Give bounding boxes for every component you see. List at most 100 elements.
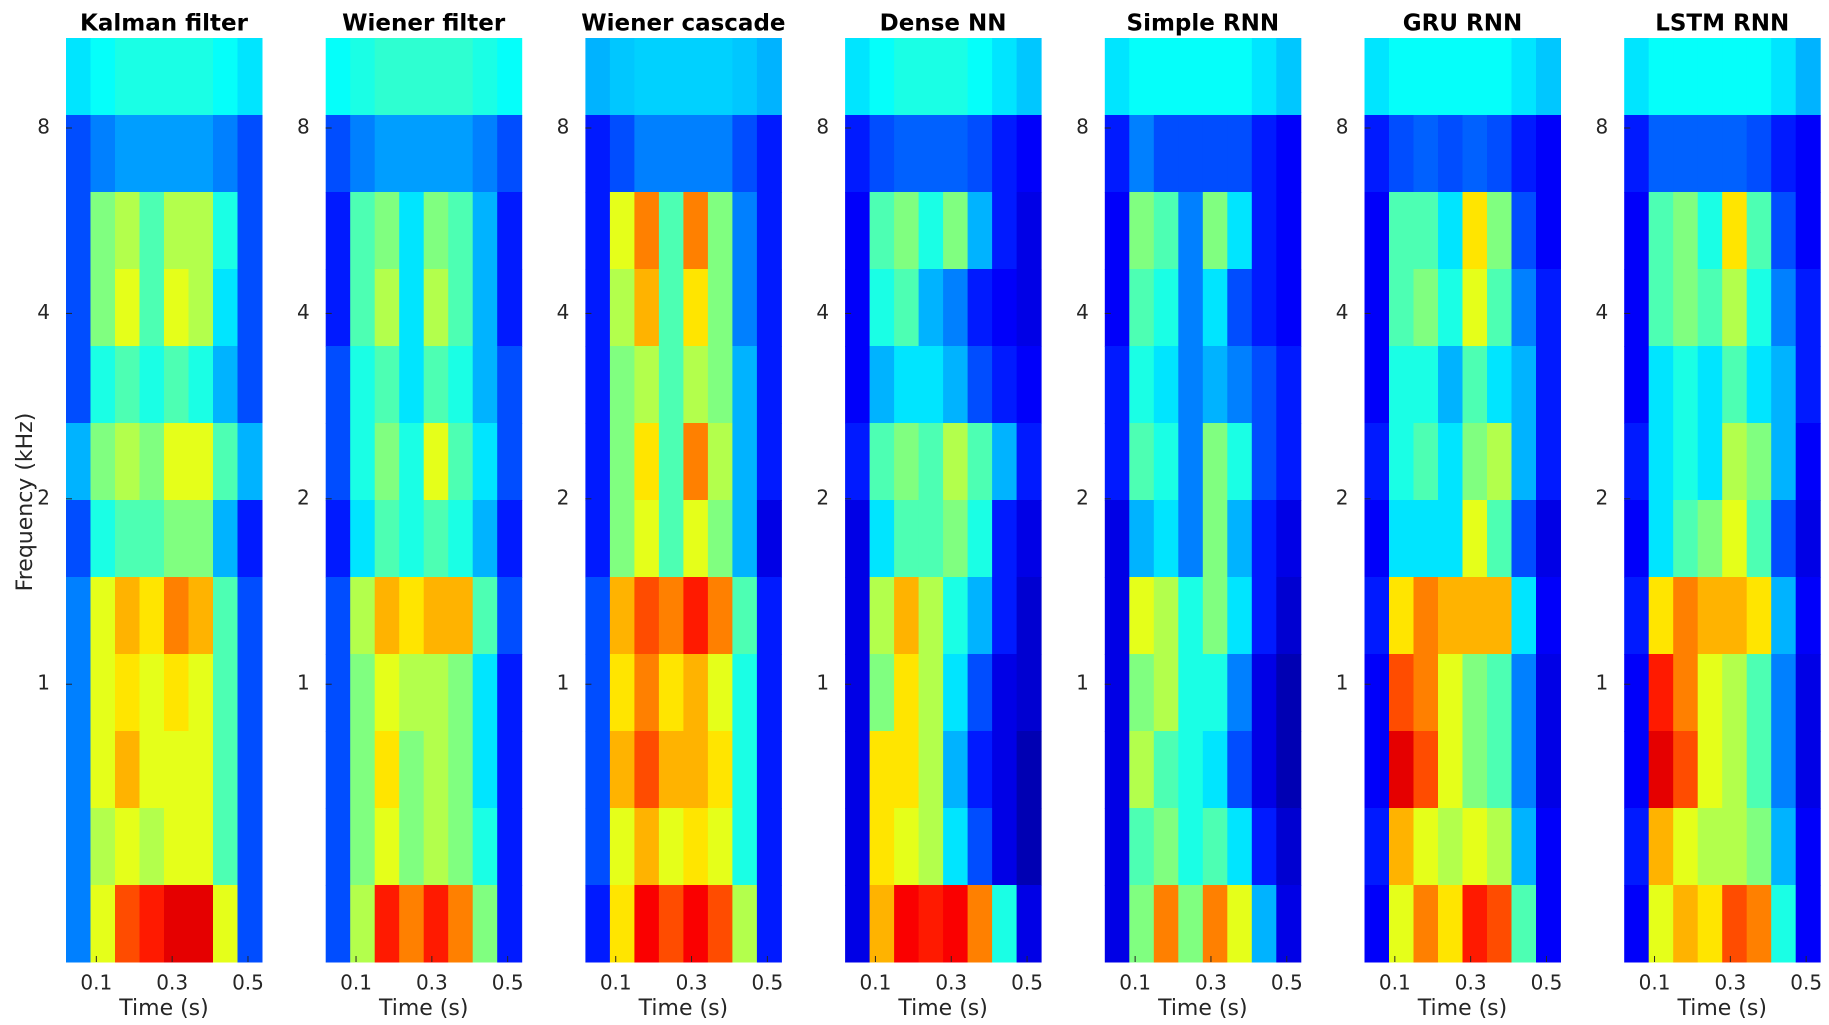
heat-cell [1389,115,1414,193]
heat-cell [1795,731,1821,809]
heat-cell [756,731,782,809]
heat-cell [399,38,425,116]
heat-cell [845,731,871,809]
heat-cell [1697,423,1723,501]
heat-cell [423,115,449,193]
heat-cell [658,500,684,578]
heat-cell [1364,500,1390,578]
heat-cell [1251,885,1277,963]
heat-cell [1276,38,1302,116]
heat-cell [1673,423,1699,501]
heat-cell [845,500,871,578]
heat-cell [1438,346,1463,424]
heat-cell [658,885,684,963]
heat-cell [1771,885,1797,963]
heat-cell [90,500,116,578]
heat-cell [1487,885,1512,963]
heat-cell [1462,808,1488,886]
y-tick-label: 8 [37,115,50,139]
heat-cell [1462,423,1488,501]
heat-cell [423,577,449,655]
heat-cell [1722,192,1748,270]
heat-cell [139,654,165,732]
heat-cell [1746,808,1772,886]
heat-cell [894,269,920,347]
heat-cell [967,115,993,193]
heat-cell [732,885,758,963]
heat-cell [164,38,189,116]
heat-cell [585,192,611,270]
heat-cell [894,38,920,116]
heat-cell [1016,654,1042,732]
heat-cell [188,500,214,578]
heat-cell [1511,808,1537,886]
heat-cell [448,654,474,732]
heat-cell [66,115,91,193]
heat-cell [1364,731,1390,809]
heat-cell [423,731,449,809]
panel-title: Wiener cascade [581,11,785,37]
heat-cell [1104,423,1130,501]
x-tick-label: 0.1 [340,971,372,995]
heat-cell [1251,269,1277,347]
heat-cell [658,346,684,424]
heat-cell [1438,731,1463,809]
heat-cell [139,423,165,501]
heat-cell [1251,654,1277,732]
heat-cell [1697,500,1723,578]
heat-cell [1511,38,1537,116]
heat-cell [139,500,165,578]
heat-cell [423,269,449,347]
heat-cell [1276,654,1302,732]
heat-cell [1364,38,1390,116]
heat-cell [164,808,189,886]
heat-cell [115,731,140,809]
heat-cell [472,500,498,578]
panel-title: Dense NN [880,11,1007,37]
heat-cell [1129,808,1155,886]
heat-cell [845,423,871,501]
heat-cell [707,423,733,501]
y-tick-label: 8 [1076,115,1089,139]
heat-cell [1389,38,1414,116]
heat-cell [1511,885,1537,963]
heat-cell [683,269,709,347]
heat-cell [188,38,214,116]
heat-cell [497,38,523,116]
heat-cell [448,115,474,193]
heat-cell [1364,885,1390,963]
heat-cell [1795,192,1821,270]
heat-cell [1202,654,1228,732]
panel-title: Simple RNN [1127,11,1280,37]
panel-title: Wiener filter [342,11,506,37]
heat-cell [325,808,351,886]
heat-cell [1462,500,1488,578]
heat-cell [350,38,376,116]
heat-cell [1462,115,1488,193]
heat-cell [1487,269,1512,347]
heat-cell [399,269,425,347]
heat-cell [1697,346,1723,424]
heat-cell [1722,115,1748,193]
heat-cell [1202,38,1228,116]
heat-cell [992,654,1018,732]
heat-cell [609,269,635,347]
heat-cell [609,500,635,578]
heat-cell [66,346,91,424]
heat-cell [448,38,474,116]
heat-cell [374,192,400,270]
heat-cell [325,269,351,347]
heat-cell [188,885,214,963]
heat-cell [732,115,758,193]
heat-cell [1276,731,1302,809]
heat-cell [1511,500,1537,578]
heat-cell [164,192,189,270]
heat-cell [992,577,1018,655]
heat-cell [66,500,91,578]
heat-cell [472,192,498,270]
heat-cell [1153,115,1179,193]
heat-cell [188,423,214,501]
heat-cell [943,808,969,886]
y-tick-label: 4 [1076,300,1089,324]
heat-cell [325,577,351,655]
